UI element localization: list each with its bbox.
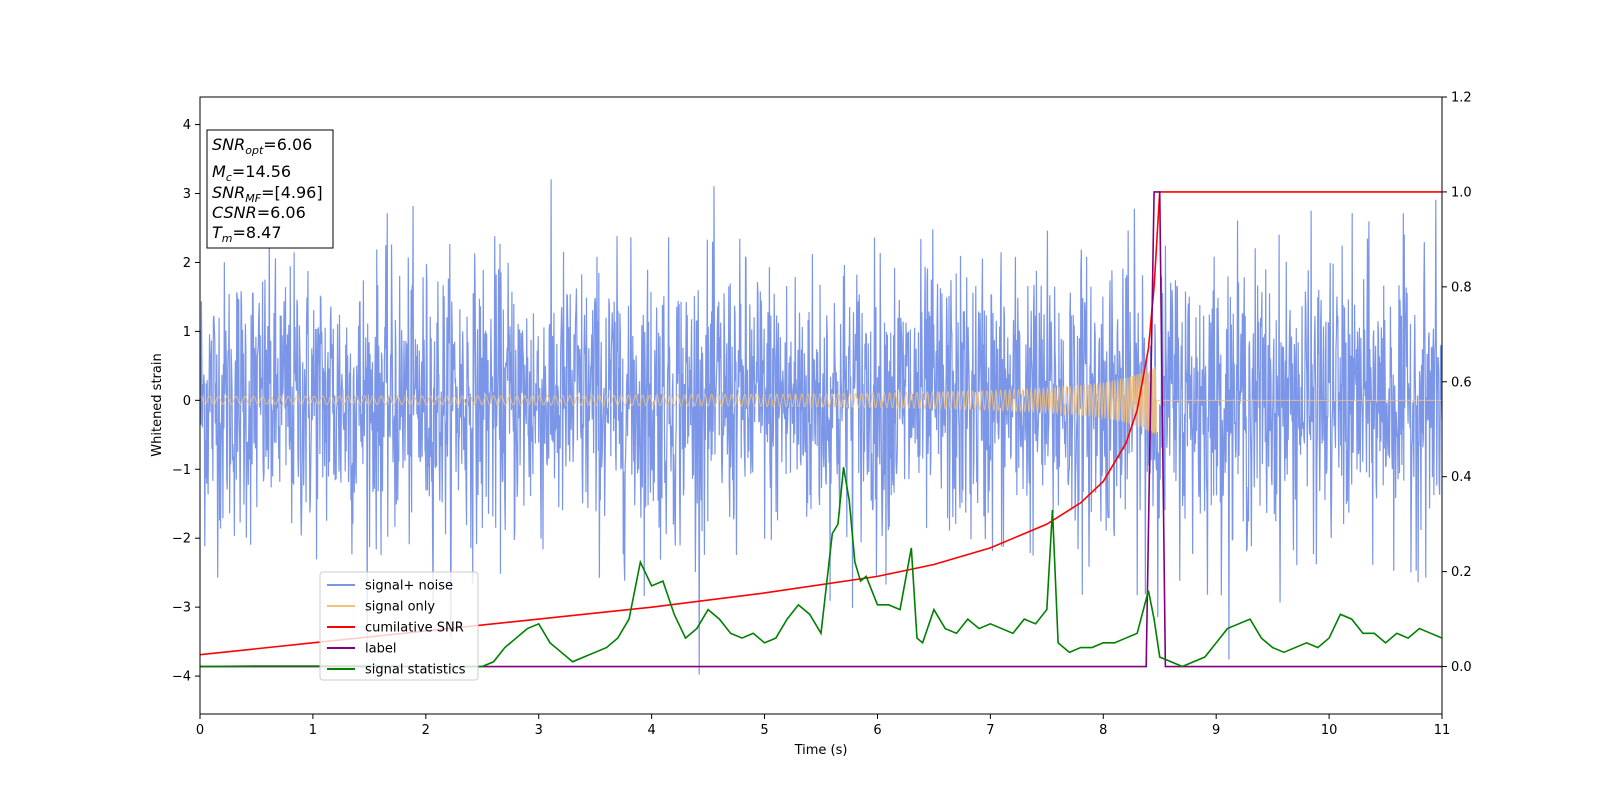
y-tick-label-left: −2 (172, 532, 191, 547)
series-layer (200, 179, 1442, 675)
info-box-frame (206, 129, 334, 249)
legend-label: signal+ noise (365, 579, 453, 594)
y-tick-label-left: −1 (172, 463, 191, 478)
y-tick-label-right: 0.6 (1451, 375, 1472, 390)
x-tick-label: 8 (1099, 723, 1107, 738)
y-tick-label-left: −4 (172, 670, 191, 685)
x-axis-label: Time (s) (794, 743, 848, 758)
info-line: Tm=8.47 (212, 223, 282, 245)
y-tick-label-left: 3 (183, 187, 191, 202)
info-line: CSNR=6.06 (212, 203, 306, 222)
x-tick-label: 4 (647, 723, 655, 738)
info-line: SNRMF=[4.96] (212, 183, 323, 205)
legend: signal+ noise signal only cumilative SNR la… (319, 571, 479, 681)
x-tick-label: 3 (535, 723, 543, 738)
series-label (200, 191, 1442, 668)
y-tick-label-right: 0.0 (1451, 660, 1472, 675)
x-tick-label: 1 (309, 723, 317, 738)
y-tick-label-left: 1 (183, 325, 191, 340)
x-tick-label: 0 (196, 723, 204, 738)
info-line: SNRopt=6.06 (212, 135, 312, 157)
x-axis: 0 1 2 3 4 5 6 7 8 9 10 11 (196, 714, 1450, 738)
x-tick-label: 7 (986, 723, 994, 738)
y-tick-label-right: 1.2 (1451, 91, 1472, 106)
x-tick-label: 11 (1434, 723, 1451, 738)
series-signal-noise (200, 179, 1442, 675)
y-tick-label-left: 2 (183, 256, 191, 271)
x-tick-label: 5 (760, 723, 768, 738)
info-box: SNRopt=6.06 Mc=14.56SNRMF=[4.96]CSNR=6.06… (206, 129, 334, 249)
series-signal-only (200, 366, 1442, 435)
legend-label: cumilative SNR (365, 621, 464, 636)
legend-label: label (365, 642, 396, 657)
y-axis-right: 0.0 0.2 0.4 0.6 0.8 1.0 1.2 (1442, 91, 1472, 675)
y-axis-label: Whitened strain (150, 353, 165, 456)
series-signal-statistics (200, 467, 1442, 668)
y-tick-label-right: 1.0 (1451, 185, 1472, 200)
y-tick-label-right: 0.2 (1451, 565, 1472, 580)
legend-frame (319, 571, 479, 681)
x-tick-label: 6 (873, 723, 881, 738)
y-axis-left: −4 −3 −2 −1 0 1 2 3 4 (172, 118, 200, 685)
legend-label: signal statistics (365, 663, 466, 678)
x-tick-label: 2 (422, 723, 430, 738)
y-tick-label-left: 0 (183, 394, 191, 409)
y-tick-label-left: 4 (183, 118, 191, 133)
info-line: Mc=14.56 (212, 162, 291, 184)
y-tick-label-right: 0.4 (1451, 470, 1472, 485)
x-tick-label: 10 (1321, 723, 1338, 738)
y-tick-label-right: 0.8 (1451, 280, 1472, 295)
y-tick-label-left: −3 (172, 601, 191, 616)
legend-label: signal only (365, 600, 435, 615)
series-cumulative-snr (200, 191, 1442, 656)
plot-frame (199, 96, 1443, 715)
x-tick-label: 9 (1212, 723, 1220, 738)
